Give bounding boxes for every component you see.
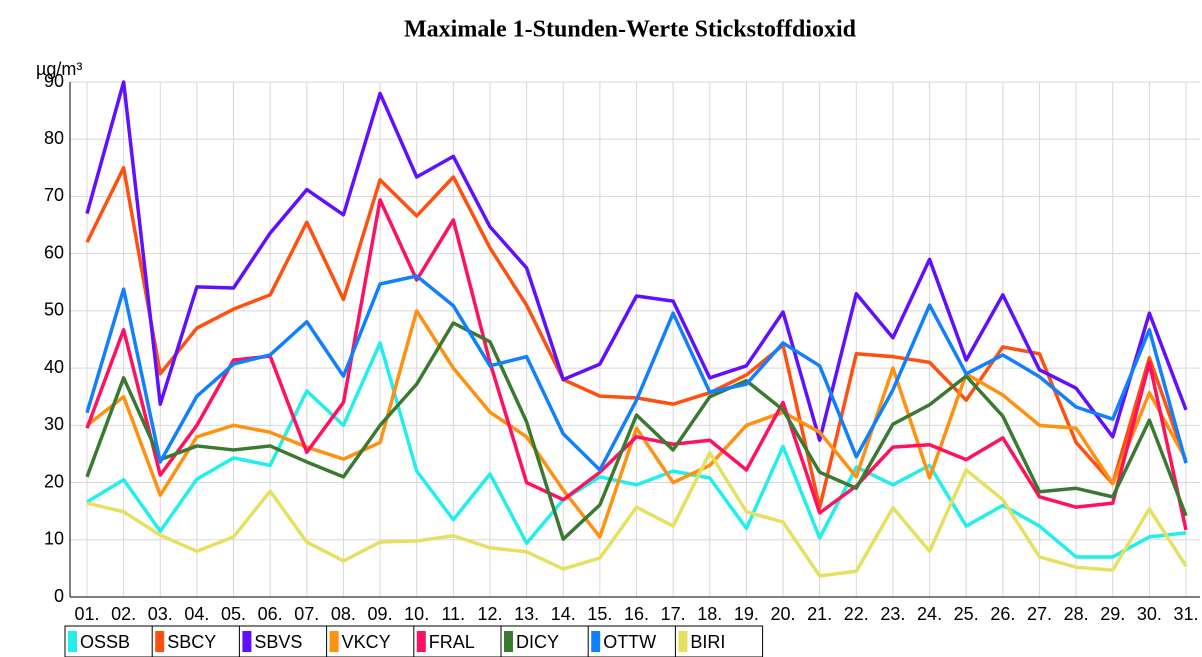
y-tick-label: 30 — [44, 414, 64, 434]
y-tick-label: 40 — [44, 357, 64, 377]
x-tick-label: 30. — [1137, 604, 1162, 624]
x-tick-label: 10. — [404, 604, 429, 624]
x-tick-label: 25. — [954, 604, 979, 624]
legend-swatch — [504, 631, 513, 652]
chart-title: Maximale 1-Stunden-Werte Stickstoffdioxi… — [404, 17, 857, 43]
x-tick-label: 05. — [221, 604, 246, 624]
x-tick-label: 06. — [258, 604, 283, 624]
y-tick-label: 0 — [54, 586, 64, 606]
y-tick-label: 90 — [44, 71, 64, 91]
legend-label: OSSB — [80, 632, 130, 652]
x-tick-label: 26. — [990, 604, 1015, 624]
y-tick-label: 50 — [44, 300, 64, 320]
legend-label: BIRI — [690, 632, 725, 652]
x-tick-label: 13. — [514, 604, 539, 624]
x-tick-label: 17. — [661, 604, 686, 624]
series-line — [85, 321, 1188, 541]
x-tick-label: 01. — [74, 604, 99, 624]
y-unit: µg/m³ — [36, 59, 82, 79]
legend-label: DICY — [516, 632, 559, 652]
x-tick-label: 16. — [624, 604, 649, 624]
series-line — [86, 341, 1187, 559]
x-tick-label: 20. — [771, 604, 796, 624]
x-tick-label: 03. — [148, 604, 173, 624]
x-tick-label: 18. — [697, 604, 722, 624]
x-tick-label: 09. — [368, 604, 393, 624]
x-tick-label: 31. — [1173, 604, 1198, 624]
y-tick-label: 80 — [44, 128, 64, 148]
x-tick-label: 08. — [331, 604, 356, 624]
y-tick-label: 70 — [44, 185, 64, 205]
x-tick-label: 12. — [477, 604, 502, 624]
x-tick-label: 24. — [917, 604, 942, 624]
legend-swatch — [329, 631, 339, 652]
y-tick-label: 10 — [44, 529, 64, 549]
x-tick-label: 07. — [294, 604, 319, 624]
legend-swatch — [591, 631, 601, 652]
series-line — [85, 80, 1188, 442]
legend-label: SBCY — [167, 632, 216, 652]
legend-swatch — [242, 631, 252, 652]
x-tick-label: 28. — [1064, 604, 1089, 624]
series-line — [86, 451, 1188, 578]
legend-swatch — [416, 631, 426, 652]
x-tick-label: 19. — [734, 604, 759, 624]
legend-swatch — [678, 631, 688, 652]
y-tick-label: 60 — [44, 242, 64, 262]
series-line — [85, 309, 1188, 539]
series-line — [85, 274, 1188, 472]
x-tick-label: 23. — [880, 604, 905, 624]
legend-swatch — [155, 631, 165, 652]
x-tick-label: 14. — [551, 604, 576, 624]
legend-label: FRAL — [429, 632, 475, 652]
y-tick-label: 20 — [44, 471, 64, 491]
legend-label: SBVS — [254, 632, 302, 652]
legend-label: OTTW — [603, 632, 656, 652]
x-tick-label: 21. — [807, 604, 832, 624]
legend-label: VKCY — [342, 632, 391, 652]
x-tick-label: 02. — [111, 604, 136, 624]
legend-swatch — [68, 631, 77, 652]
x-tick-label: 15. — [587, 604, 612, 624]
x-tick-label: 22. — [844, 604, 869, 624]
x-tick-label: 27. — [1027, 604, 1052, 624]
x-tick-label: 29. — [1100, 604, 1125, 624]
x-tick-label: 04. — [184, 604, 209, 624]
x-tick-label: 11. — [441, 604, 465, 624]
